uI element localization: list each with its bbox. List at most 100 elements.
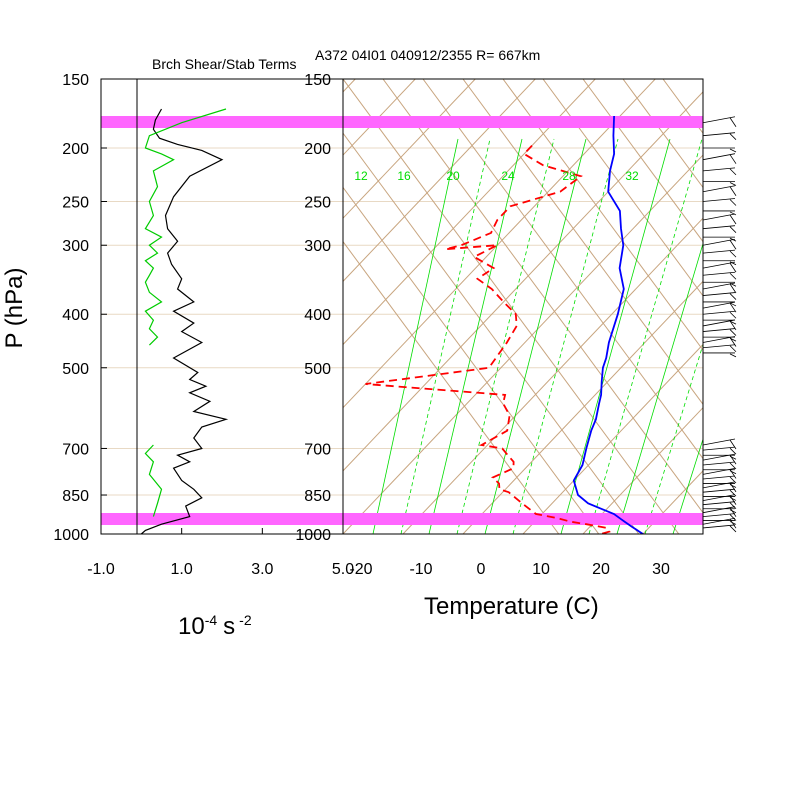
isotherm-line (343, 79, 656, 409)
isotherm-line (343, 79, 476, 219)
dry-adiabat-line (462, 79, 703, 406)
isotherm-line (702, 533, 703, 534)
wind-barb-staff (702, 344, 736, 349)
wind-barb (702, 301, 737, 313)
left-x-tick-label: 3.0 (251, 561, 273, 578)
wind-barb (702, 494, 737, 505)
wind-barb (702, 446, 737, 455)
dry-adiabat-line (582, 79, 703, 243)
dry-adiabat-line (542, 79, 703, 297)
wind-barb (702, 153, 737, 164)
wind-barb (702, 282, 737, 294)
temperature-line (572, 115, 644, 534)
wind-barb-staff (702, 513, 736, 517)
wind-barb-staff (702, 475, 736, 480)
wind-barb-staff (702, 167, 736, 172)
dewpoint-line (365, 144, 611, 534)
wind-barb (702, 475, 737, 484)
right-x-tick-label: 20 (592, 561, 610, 578)
wind-barb (702, 328, 737, 336)
wind-barb-flag (729, 489, 737, 497)
wind-barb (703, 520, 737, 525)
isotherm-line (522, 343, 703, 534)
wind-barb-staff (702, 481, 736, 489)
wind-barb-staff (702, 319, 736, 327)
wind-barb-staff (702, 301, 736, 309)
wind-barb (702, 524, 737, 533)
wind-barb-flag (729, 199, 737, 206)
dry-adiabat-line (702, 79, 703, 80)
wind-barb (703, 210, 737, 216)
isotherm-line (462, 280, 703, 534)
wind-barb-flag (729, 320, 737, 331)
mixing-ratio-line (672, 437, 703, 534)
wind-barb (702, 501, 737, 509)
wind-barb-flag (729, 154, 737, 164)
right-y-tick-label: 400 (304, 307, 331, 324)
left-y-tick-label: 300 (62, 238, 89, 255)
wind-barb (702, 506, 737, 517)
wind-barb-staff (702, 506, 736, 514)
wind-barb-staff (702, 488, 736, 493)
wind-barb-flag (729, 329, 737, 336)
wind-barb-staff (702, 261, 736, 269)
right-x-tick-label: -10 (409, 561, 432, 578)
wind-barb (703, 236, 737, 242)
wind-barb-flag (729, 320, 737, 325)
mixing-ratio-label: 20 (446, 169, 460, 183)
left-xlabel-exp2: -2 (239, 612, 252, 628)
wind-barb (703, 181, 737, 186)
isotherm-line (343, 79, 356, 93)
dry-adiabat-line (343, 132, 640, 534)
left-y-tick-label: 850 (62, 488, 89, 505)
left-panel-title: Brch Shear/Stab Terms (152, 56, 296, 72)
right-series-group (365, 115, 644, 534)
wind-barb-flag (729, 214, 737, 225)
wind-barb-flag (729, 182, 737, 186)
mixing-ratio-line (616, 242, 703, 534)
wind-barb (702, 488, 737, 497)
right-xlabel: Temperature (C) (424, 593, 599, 620)
wind-barb (702, 198, 737, 206)
left-series-group (140, 108, 229, 535)
wind-barb (702, 238, 737, 250)
wind-barb (702, 481, 737, 493)
wind-barb-staff (702, 153, 736, 161)
wind-barb-flag (729, 283, 737, 294)
left-xlabel-unit: s (223, 613, 235, 640)
wind-barb-flag (729, 117, 737, 127)
mixing-ratio-line (644, 343, 703, 534)
mixing-ratio-label: 32 (625, 169, 639, 183)
wind-barb (702, 517, 737, 529)
left-xlabel-exp1: -4 (205, 612, 218, 628)
wind-barb (702, 468, 737, 479)
wind-barb-flag (729, 454, 737, 465)
wind-barb-flag (729, 469, 737, 479)
wind-barb-flag (729, 272, 737, 280)
wind-barb-flag (729, 302, 737, 307)
wind-barb (703, 147, 737, 153)
dry-adiabat-line (422, 79, 703, 460)
right-y-tick-label: 300 (304, 238, 331, 255)
wind-barb-flag (729, 302, 737, 313)
mixing-ratio-line (512, 138, 619, 534)
wind-barb-staff (702, 517, 736, 525)
right-y-tick-label: 150 (304, 72, 331, 89)
wind-barb-flag (729, 521, 737, 525)
dry-adiabat-line (743, 79, 800, 594)
wind-barb-staff (702, 336, 736, 343)
right-y-tick-label: 1000 (295, 527, 331, 544)
wind-barb (702, 132, 737, 140)
wind-barb-flag (729, 168, 737, 176)
wind-barb-flag (729, 311, 737, 319)
dry-adiabat-line (622, 79, 703, 189)
wind-barb-flag (729, 462, 737, 470)
wind-barb (703, 496, 737, 501)
left-highlight-bands (101, 116, 343, 525)
isotherm-line (343, 91, 703, 472)
wind-barb-flag (729, 495, 737, 505)
highlight-band (101, 116, 343, 128)
right-y-tick-label: 500 (304, 361, 331, 378)
wind-barb-staff (702, 225, 736, 230)
